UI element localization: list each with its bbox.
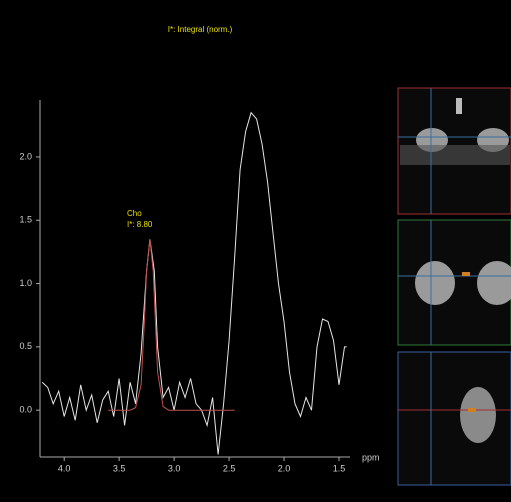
x-tick-label: 3.0 [168,463,181,473]
y-tick-label: 2.0 [19,151,32,161]
peak-integral: I*: 8.80 [127,220,153,229]
y-tick-label: 1.5 [19,215,32,225]
x-tick-label: 2.0 [278,463,291,473]
image-panel-sagittal [398,352,511,485]
image-panel-axial [398,88,511,214]
y-tick-label: 1.0 [19,278,32,288]
chart-title: I*: Integral (norm.) [168,25,233,34]
x-tick-label: 3.5 [113,463,126,473]
y-tick-label: 0.0 [19,405,32,415]
x-axis-label: ppm [362,452,380,462]
x-tick-label: 2.5 [223,463,236,473]
image-panel-coronal [398,220,511,345]
x-tick-label: 1.5 [333,463,346,473]
peak-label: Cho [127,209,142,218]
x-tick-label: 4.0 [58,463,71,473]
screenshot: I*: Integral (norm.) ppm Cho I*: 8.80 0.… [0,0,511,502]
y-tick-label: 0.5 [19,341,32,351]
